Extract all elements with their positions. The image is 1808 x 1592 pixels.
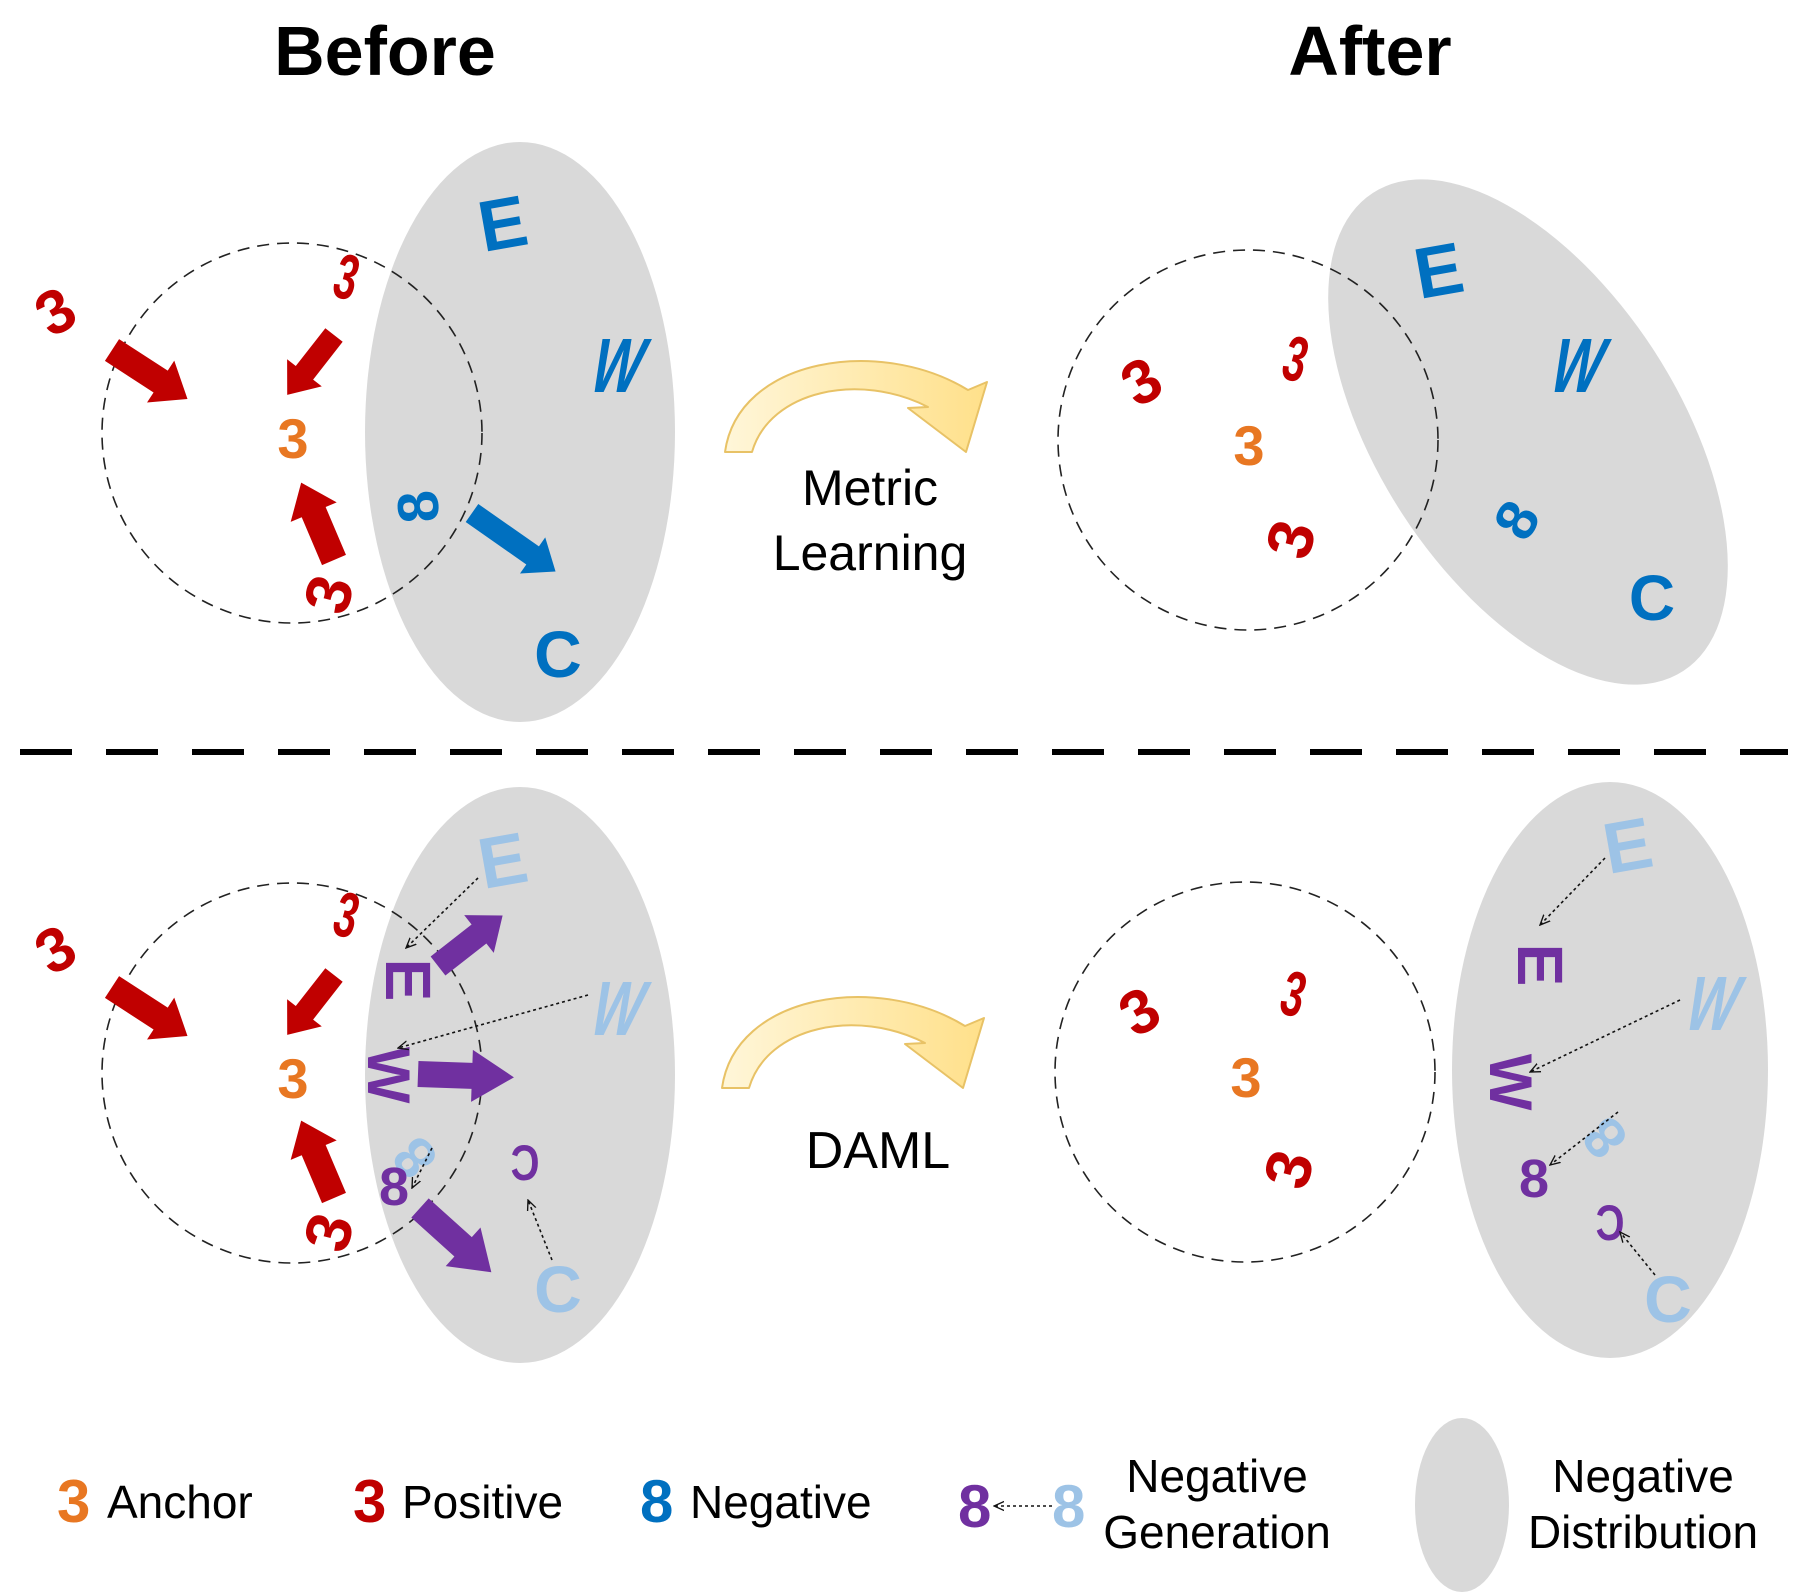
anchor-glyph: 3 (277, 407, 308, 470)
positive-glyph: 3 (289, 568, 368, 621)
generation-arrow (1530, 999, 1681, 1073)
legend-neg-dist-line2: Distribution (1528, 1506, 1758, 1558)
legend-negative-distribution: Negative Distribution (1415, 1418, 1758, 1592)
anchor-glyph: 3 (1230, 1046, 1261, 1109)
legend-neg-dist-line1: Negative (1552, 1450, 1734, 1502)
generation-arrow (1550, 1111, 1619, 1165)
daml-transition: DAML (721, 996, 985, 1180)
legend-positive-glyph: 3 (353, 1468, 386, 1535)
positive-glyph: 3 (1249, 1143, 1328, 1196)
positive-glyph: 3 (24, 274, 88, 351)
transition-curve-arrow (724, 360, 988, 453)
legend-positive-label: Positive (402, 1476, 563, 1528)
negative-glyph: C (1629, 562, 1675, 634)
pull-arrow (290, 482, 346, 566)
generated-negative-glyph: C (1596, 1195, 1625, 1251)
header-before: Before (274, 12, 496, 90)
generated-push-arrow (411, 1198, 492, 1273)
generation-arrow (528, 1200, 553, 1261)
legend-negative-label: Negative (690, 1476, 872, 1528)
pull-arrow (104, 339, 188, 403)
legend-negative: 8 Negative (640, 1468, 872, 1535)
push-arrow (465, 503, 556, 574)
positive-glyph: 3 (1251, 513, 1330, 566)
legend-neg-gen-line2: Generation (1103, 1506, 1331, 1558)
anchor-neighborhood-circle (101, 242, 483, 624)
anchor-glyph: 3 (277, 1047, 308, 1110)
pull-arrow (290, 1120, 346, 1204)
positive-glyph: 3 (1110, 344, 1174, 421)
metric-learning-transition: Metric Learning (724, 360, 988, 581)
transition-curve-arrow (721, 996, 985, 1089)
anchor-glyph: 3 (1233, 414, 1264, 477)
legend: 3 Anchor 3 Positive 8 Negative 8 8 Negat… (57, 1418, 1758, 1592)
negative-distribution-ellipse (365, 142, 675, 722)
positive-glyph: 3 (326, 241, 366, 315)
legend-negative-generation: 8 8 Negative Generation (958, 1450, 1331, 1558)
original-negative-glyph: C (534, 1252, 582, 1326)
anchor-neighborhood-circle (1057, 249, 1439, 631)
generated-negative-glyph: 8 (1519, 1149, 1549, 1209)
positive-glyph: 3 (1273, 958, 1313, 1032)
generated-negative-glyph: C (511, 1135, 540, 1191)
legend-anchor: 3 Anchor (57, 1468, 253, 1535)
original-negative-glyph: C (1644, 1262, 1692, 1336)
generated-negative-glyph: W (1477, 1054, 1544, 1111)
bottom-before-panel: 3 3 3 3 E W 8 C E W 8 C (24, 787, 675, 1363)
generated-negative-glyph: E (1504, 944, 1576, 987)
legend-neg-gen-line1: Negative (1126, 1450, 1308, 1502)
generation-arrow (406, 877, 479, 948)
generation-arrow (412, 1147, 433, 1188)
negative-glyph: C (534, 617, 582, 691)
legend-anchor-label: Anchor (107, 1476, 253, 1528)
bottom-after-panel: 3 3 3 3 E W 8 C E W 8 C (1054, 782, 1768, 1358)
daml-label: DAML (806, 1122, 950, 1180)
generated-push-arrow (430, 915, 503, 976)
positive-glyph: 3 (326, 879, 366, 953)
legend-anchor-glyph: 3 (57, 1468, 90, 1535)
generated-negative-glyph: 8 (379, 1157, 409, 1217)
generated-negative-glyph: E (372, 959, 444, 1002)
legend-negative-glyph: 8 (640, 1468, 673, 1535)
legend-generated-glyph: 8 (958, 1473, 991, 1540)
positive-glyph: 3 (24, 912, 88, 989)
top-before-panel: 3 3 3 3 E W 8 C (24, 142, 675, 722)
negative-distribution-ellipse (1328, 179, 1728, 685)
pull-arrow (104, 976, 188, 1040)
metric-learning-label-line2: Learning (773, 525, 968, 581)
top-after-panel: 3 3 3 3 E W 8 C (1057, 179, 1728, 685)
negative-distribution-ellipse (1452, 782, 1768, 1358)
positive-glyph: 3 (289, 1206, 368, 1259)
legend-positive: 3 Positive (353, 1468, 563, 1535)
generated-push-arrow (417, 1049, 514, 1102)
pull-arrow (287, 328, 343, 395)
negative-glyph: 8 (385, 488, 453, 526)
generated-negative-glyph: W (355, 1047, 422, 1104)
pull-arrow (287, 968, 343, 1035)
positive-glyph: 3 (1108, 974, 1172, 1051)
legend-original-glyph: 8 (1052, 1473, 1085, 1540)
positive-glyph: 3 (1275, 323, 1315, 397)
metric-learning-label-line1: Metric (802, 460, 938, 516)
legend-distribution-ellipse (1415, 1418, 1509, 1592)
anchor-neighborhood-circle (1054, 881, 1436, 1263)
generation-arrow (398, 994, 589, 1048)
header-after: After (1288, 12, 1451, 90)
